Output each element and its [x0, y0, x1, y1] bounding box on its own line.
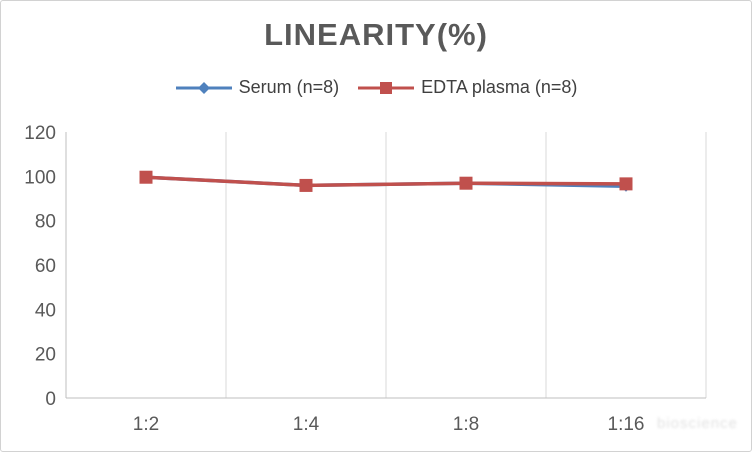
- y-tick-label: 20: [35, 345, 56, 366]
- edta-marker: [619, 177, 633, 191]
- legend: Serum (n=8) EDTA plasma (n=8): [1, 77, 751, 98]
- x-tick-label: 1:2: [133, 414, 159, 435]
- x-tick-label: 1:8: [453, 414, 479, 435]
- edta-legend-marker-icon: [358, 81, 415, 94]
- legend-item-serum: Serum (n=8): [175, 77, 340, 98]
- legend-label-serum: Serum (n=8): [238, 77, 340, 97]
- y-tick-label: 100: [24, 167, 56, 188]
- x-tick-label: 1:4: [293, 414, 320, 435]
- y-tick-label: 60: [35, 256, 56, 277]
- legend-label-edta: EDTA plasma (n=8): [421, 77, 578, 97]
- chart-title: LINEARITY(%): [264, 17, 488, 52]
- edta-line: [144, 175, 628, 188]
- y-tick-label: 80: [35, 212, 56, 233]
- serum-legend-marker-icon: [175, 81, 232, 94]
- x-tick-label: 1:16: [608, 414, 645, 435]
- edta-marker: [299, 178, 313, 192]
- y-tick-label: 120: [24, 123, 56, 144]
- legend-item-edta: EDTA plasma (n=8): [357, 77, 577, 98]
- y-tick-label: 40: [35, 300, 56, 321]
- edta-marker: [459, 176, 473, 190]
- edta-marker: [139, 170, 153, 184]
- y-tick-label: 0: [45, 389, 56, 410]
